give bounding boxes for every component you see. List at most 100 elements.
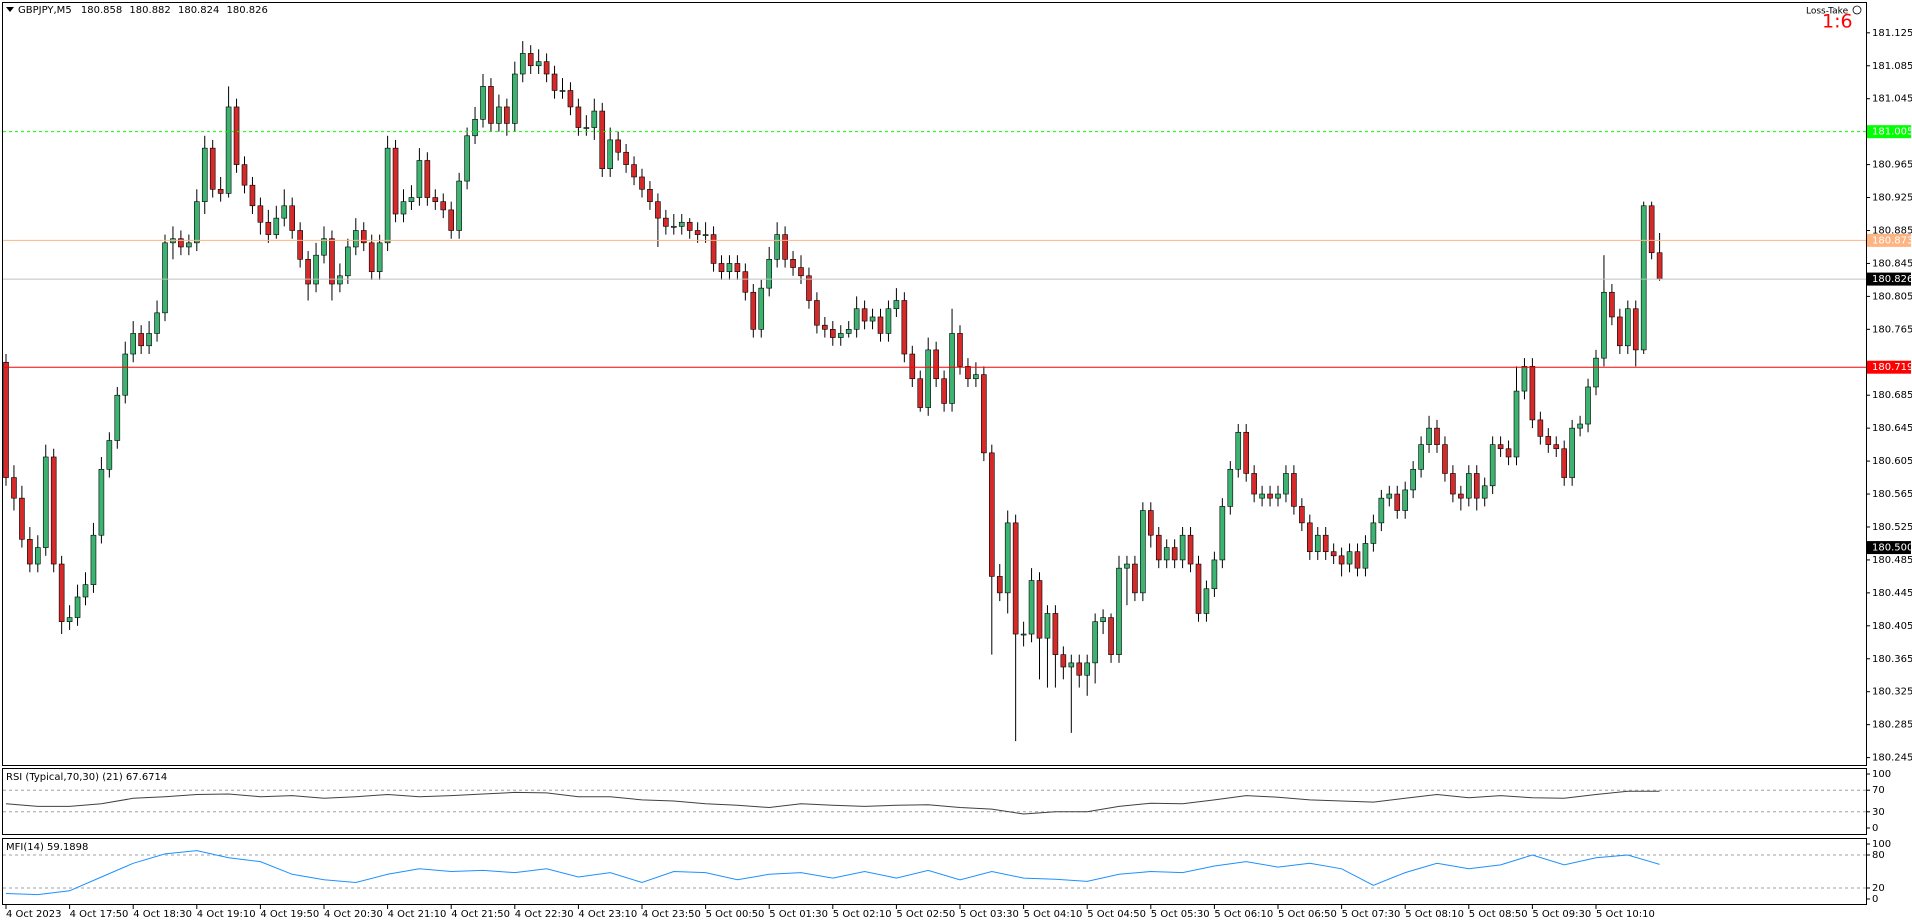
- candle-body: [1656, 252, 1663, 280]
- candle-body: [694, 230, 701, 235]
- x-tick-label: 4 Oct 2023: [6, 909, 61, 920]
- candle-body: [1632, 308, 1639, 351]
- x-tick-label: 5 Oct 09:30: [1532, 909, 1591, 920]
- candle-body: [901, 300, 908, 355]
- candle-body: [400, 201, 407, 215]
- mfi-title: MFI(14) 59.1898: [6, 842, 88, 853]
- x-tick-label: 5 Oct 08:10: [1405, 909, 1464, 920]
- candle-body: [42, 456, 49, 548]
- candle-body: [1219, 506, 1226, 561]
- x-tick-label: 4 Oct 21:10: [388, 909, 447, 920]
- candle-body: [1251, 473, 1257, 495]
- x-tick-label: 4 Oct 19:10: [197, 909, 256, 920]
- candle-body: [146, 333, 152, 347]
- candle-body: [448, 209, 455, 231]
- loss-take-icon[interactable]: [1852, 5, 1862, 15]
- candle-body: [496, 106, 502, 124]
- candle-body: [1108, 617, 1114, 655]
- candle-body: [1505, 448, 1512, 458]
- candle-body: [1116, 567, 1122, 655]
- candle-body: [130, 333, 136, 355]
- candle-body: [1259, 493, 1265, 499]
- candle-body: [1553, 444, 1560, 450]
- candle-body: [233, 106, 240, 165]
- candle-body: [988, 452, 995, 577]
- menu-arrow[interactable]: [6, 7, 14, 12]
- candle-body: [742, 271, 749, 293]
- candle-body: [615, 139, 621, 153]
- y-tick-label: 180.965: [1872, 160, 1912, 171]
- y-tick-label: 180.805: [1872, 291, 1912, 302]
- candle-body: [1426, 427, 1432, 445]
- candle-body: [1529, 366, 1536, 421]
- candle-body: [1012, 522, 1019, 635]
- candle-body: [543, 61, 550, 75]
- y-tick-label: 30: [1872, 807, 1885, 818]
- y-tick-label: 180.445: [1872, 588, 1912, 599]
- candle-body: [138, 333, 144, 347]
- candle-body: [869, 316, 876, 322]
- candle-body: [1140, 510, 1146, 594]
- y-tick-label: 180.685: [1872, 390, 1912, 401]
- x-tick-label: 5 Oct 00:50: [706, 909, 765, 920]
- candle-body: [352, 230, 359, 248]
- candle-body: [1068, 662, 1075, 668]
- candle-body: [1585, 386, 1591, 425]
- candle-body: [1394, 493, 1401, 511]
- y-tick-label: 80: [1872, 850, 1885, 861]
- candle-body: [1601, 291, 1607, 359]
- x-tick-label: 4 Oct 20:30: [324, 909, 383, 920]
- candle-body: [829, 329, 836, 338]
- candle-body: [710, 234, 717, 264]
- candle-body: [917, 378, 924, 408]
- indicator-line: [5, 850, 1660, 896]
- y-tick-label: 180.485: [1872, 555, 1912, 566]
- candle-body: [599, 110, 606, 170]
- candle-body: [368, 242, 375, 272]
- candle-body: [1052, 613, 1059, 655]
- candle-body: [154, 312, 160, 334]
- candle-body: [1577, 423, 1583, 429]
- candle-body: [758, 287, 765, 330]
- candle-body: [893, 300, 900, 310]
- y-tick-label: 180.925: [1872, 193, 1912, 204]
- candle-body: [663, 217, 669, 227]
- close-price: 180.826: [227, 5, 268, 16]
- candle-body: [814, 300, 820, 326]
- candle-body: [885, 308, 892, 334]
- candle-body: [631, 164, 637, 178]
- y-tick-label: 181.045: [1872, 94, 1912, 105]
- candle-body: [360, 230, 367, 244]
- price-level-box: [1867, 272, 1911, 286]
- candle-body: [623, 151, 629, 165]
- candle-body: [1044, 613, 1051, 639]
- candle-body: [607, 139, 614, 170]
- x-tick-label: 5 Oct 07:30: [1342, 909, 1401, 920]
- candle-body: [1434, 427, 1440, 445]
- loss-take-label[interactable]: Loss-Take: [1806, 7, 1849, 17]
- candle-body: [1617, 316, 1623, 347]
- candle-body: [456, 180, 462, 231]
- candle-body: [432, 197, 439, 202]
- candle-body: [11, 477, 17, 499]
- candle-body: [1346, 551, 1353, 565]
- rsi-frame: [2, 768, 1867, 835]
- candle-body: [559, 90, 566, 92]
- x-tick-label: 4 Oct 19:50: [260, 909, 319, 920]
- x-tick-label: 5 Oct 05:30: [1151, 909, 1210, 920]
- low-price: 180.824: [178, 5, 219, 16]
- candle-body: [766, 259, 773, 289]
- x-tick-label: 5 Oct 08:50: [1469, 909, 1528, 920]
- x-tick-label: 4 Oct 23:10: [578, 909, 637, 920]
- candle-body: [19, 497, 25, 540]
- y-tick-label: 180.885: [1872, 225, 1912, 236]
- candle-body: [1354, 551, 1361, 569]
- candle-body: [1092, 621, 1098, 664]
- candle-body: [806, 275, 812, 301]
- symbol: GBPJPY,M5: [18, 5, 72, 16]
- candle-body: [1625, 308, 1631, 347]
- y-tick-label: 180.405: [1872, 621, 1912, 632]
- y-tick-label: 180.845: [1872, 258, 1912, 269]
- y-tick-label: 100: [1872, 769, 1891, 780]
